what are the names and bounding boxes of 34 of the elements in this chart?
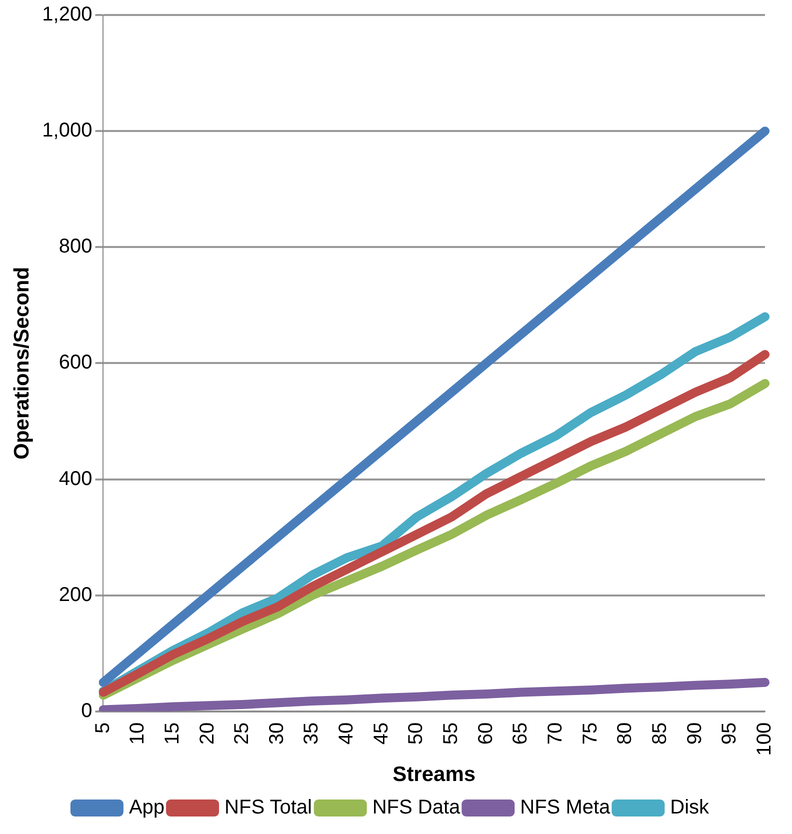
x-tick-label: 60: [474, 722, 497, 745]
legend-label: App: [128, 796, 165, 819]
x-tick-label: 30: [266, 722, 288, 745]
legend-label: Disk: [670, 796, 710, 819]
legend-label: NFS Total: [224, 796, 312, 819]
y-tick-label: 0: [81, 700, 92, 722]
x-tick-label: 85: [649, 722, 672, 745]
y-tick-label: 600: [58, 352, 92, 374]
x-axis-title: Streams: [392, 763, 476, 786]
y-axis-title: Operations/Second: [10, 266, 34, 460]
x-tick-label: 90: [684, 722, 706, 745]
x-tick-label: 50: [405, 722, 428, 745]
x-tick-label: 45: [370, 722, 392, 745]
y-tick-label: 200: [58, 584, 92, 606]
legend-label: NFS Data: [372, 796, 462, 819]
x-tick-label: 15: [161, 722, 184, 745]
x-tick-label: 10: [126, 722, 149, 745]
x-tick-label: 55: [440, 722, 462, 745]
x-tick-label: 95: [718, 722, 741, 745]
y-tick-label: 800: [58, 236, 92, 258]
x-tick-label: 75: [579, 722, 602, 745]
y-tick-label: 1,200: [42, 4, 92, 26]
x-tick-label: 35: [300, 722, 323, 745]
x-tick-label: 25: [231, 722, 254, 745]
x-tick-label: 65: [510, 722, 532, 745]
legend-label: NFS Meta: [520, 796, 612, 819]
x-tick-label: 70: [544, 722, 567, 745]
x-tick-label: 20: [196, 722, 218, 745]
x-tick-label: 40: [336, 722, 358, 745]
x-tick-label: 80: [614, 722, 636, 745]
x-tick-label: 100: [754, 722, 776, 756]
y-tick-label: 400: [58, 468, 92, 490]
y-tick-label: 1,000: [42, 120, 92, 142]
x-tick-label: 5: [92, 722, 114, 734]
